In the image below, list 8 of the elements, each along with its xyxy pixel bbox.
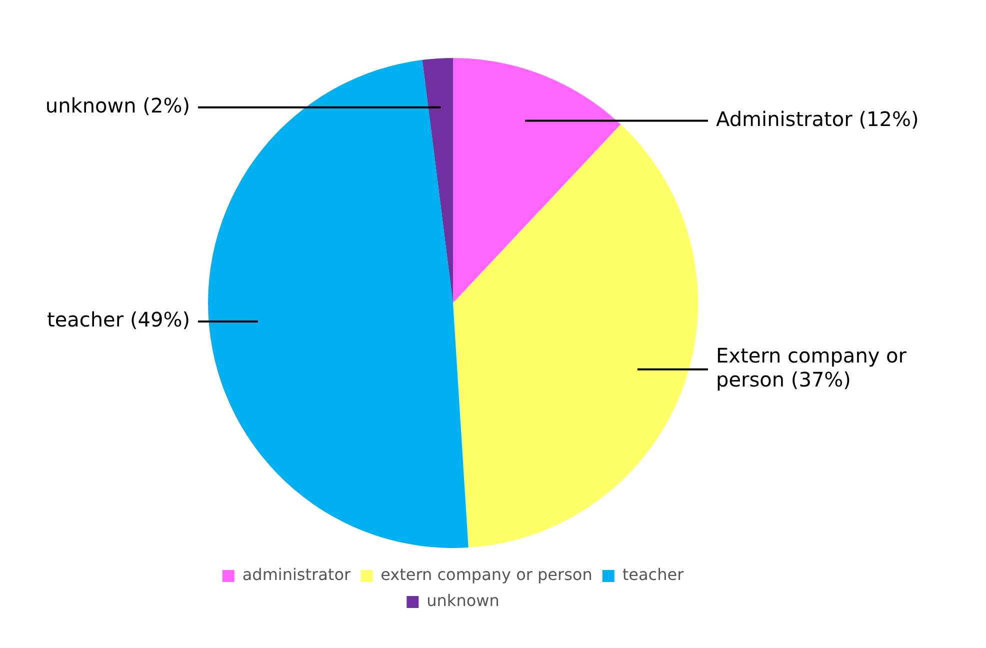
data-label: unknown (2%) (45, 94, 190, 118)
legend-label: administrator (242, 565, 351, 584)
data-label: Extern company or person (37%) (716, 344, 908, 392)
legend-label: unknown (426, 591, 500, 610)
legend-label: extern company or person (380, 565, 592, 584)
data-label: teacher (49%) (46, 308, 190, 332)
legend-label: teacher (622, 565, 684, 584)
data-label: Administrator (12%) (716, 106, 919, 131)
